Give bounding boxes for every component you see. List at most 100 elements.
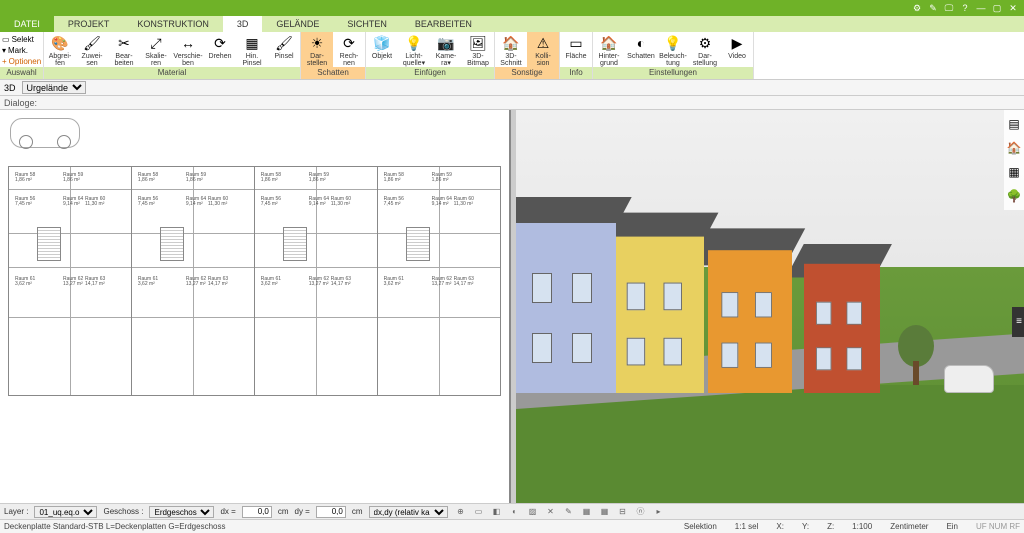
dx-input[interactable]	[242, 506, 272, 518]
status-icon-8[interactable]: ▦	[598, 506, 612, 518]
window-button-3[interactable]: ?	[958, 2, 972, 14]
tool-hin.pinsel[interactable]: ▦Hin. Pinsel	[236, 32, 268, 67]
window-button-4[interactable]: —	[974, 2, 988, 14]
tool-icon: 💡	[405, 34, 423, 52]
tool-drehen[interactable]: ⟳Drehen	[204, 32, 236, 67]
room-label: Raum 59 1,86 m²	[432, 173, 452, 183]
status-icon-5[interactable]: ✕	[544, 506, 558, 518]
room-label: Raum 64 9,14 m²	[432, 197, 452, 207]
room-label: Raum 56 7,45 m²	[138, 197, 158, 207]
status-icon-2[interactable]: ◧	[490, 506, 504, 518]
tool-verschieben[interactable]: ↔Verschie- ben	[172, 32, 204, 67]
house-unit-2	[708, 250, 792, 393]
tool-video[interactable]: ▶Video	[721, 32, 753, 67]
tool-darstellen[interactable]: ☀Dar- stellen	[301, 32, 333, 67]
tool-icon: 🧊	[373, 34, 391, 52]
room-label: Raum 64 9,14 m²	[186, 197, 206, 207]
tool-label: Licht- quelle▾	[403, 53, 425, 67]
view-tool-0[interactable]: ▤	[1006, 116, 1022, 132]
layer-combo[interactable]: 01_uq.eq.o	[34, 506, 97, 518]
floorplan-2d-view[interactable]: Raum 58 1,86 m² Raum 59 1,86 m² Raum 56 7,…	[0, 110, 511, 503]
tool-kollision[interactable]: ⚠Kolli- sion	[527, 32, 559, 67]
tool-icon: ◐	[632, 34, 650, 52]
floor-label: Geschoss :	[103, 507, 143, 516]
tool-3dbitmap[interactable]: 🖼3D- Bitmap	[462, 32, 494, 67]
tool-icon: ⟳	[340, 34, 358, 52]
mode-label: 3D	[4, 83, 16, 93]
tool-icon: ↔	[179, 34, 197, 52]
tool-label: Fläche	[565, 53, 586, 60]
room-label: Raum 63 14,17 m²	[454, 277, 474, 287]
view-side-panel: ▤ 🏠 ▦ 🌳	[1004, 110, 1024, 210]
window-button-2[interactable]: 🖵	[942, 2, 956, 14]
window-button-6[interactable]: ✕	[1006, 2, 1020, 14]
tool-3dschnitt[interactable]: 🏠3D- Schnitt	[495, 32, 527, 67]
window-button-1[interactable]: ✎	[926, 2, 940, 14]
room-label: Raum 64 9,14 m²	[309, 197, 329, 207]
status-icon-1[interactable]: ▭	[472, 506, 486, 518]
status-icon-11[interactable]: ▸	[652, 506, 666, 518]
status-icon-7[interactable]: ▦	[580, 506, 594, 518]
coord-mode[interactable]: dx,dy (relativ ka	[369, 506, 448, 518]
options-tool[interactable]: + Optionen	[2, 56, 42, 67]
menu-datei[interactable]: DATEI	[0, 16, 54, 32]
tool-icon: ▭	[567, 34, 585, 52]
tool-fläche[interactable]: ▭Fläche	[560, 32, 592, 67]
menu-sichten[interactable]: SICHTEN	[333, 16, 401, 32]
tool-label: Beleuch- tung	[659, 53, 687, 67]
tool-label: Rech- nen	[340, 53, 359, 67]
status-icon-6[interactable]: ✎	[562, 506, 576, 518]
tool-label: Hin. Pinsel	[242, 53, 261, 67]
tool-icon: ⤢	[147, 34, 165, 52]
tool-label: Kame- ra▾	[436, 53, 457, 67]
info-bar: Deckenplatte Standard-STB L=Deckenplatte…	[0, 519, 1024, 533]
status-icon-0[interactable]: ⊕	[454, 506, 468, 518]
tool-objekt[interactable]: 🧊Objekt	[366, 32, 398, 67]
menu-gelände[interactable]: GELÄNDE	[262, 16, 333, 32]
window-button-0[interactable]: ⚙	[910, 2, 924, 14]
tool-beleuchtung[interactable]: 💡Beleuch- tung	[657, 32, 689, 67]
tool-hintergrund[interactable]: 🏠Hinter- grund	[593, 32, 625, 67]
dy-input[interactable]	[316, 506, 346, 518]
tool-icon: 📷	[437, 34, 455, 52]
menu-bearbeiten[interactable]: BEARBEITEN	[401, 16, 486, 32]
tool-pinsel[interactable]: 🖌Pinsel	[268, 32, 300, 67]
room-label: Raum 56 7,45 m²	[261, 197, 281, 207]
layer-select[interactable]: Urgelände	[22, 81, 86, 94]
tool-schatten[interactable]: ◐Schatten	[625, 32, 657, 67]
room-label: Raum 62 13,27 m²	[309, 277, 329, 287]
view-tool-2[interactable]: ▦	[1006, 164, 1022, 180]
mark-tool[interactable]: ▾Mark.	[2, 45, 42, 56]
status-icon-4[interactable]: ▨	[526, 506, 540, 518]
panel-handle[interactable]: ≡	[1012, 307, 1024, 337]
tool-rechnen[interactable]: ⟳Rech- nen	[333, 32, 365, 67]
floor-plan: Raum 58 1,86 m² Raum 59 1,86 m² Raum 56 7,…	[8, 166, 501, 396]
room-label: Raum 60 11,30 m²	[331, 197, 351, 207]
select-tool[interactable]: ▭ Selekt	[2, 34, 42, 45]
tool-kamera[interactable]: 📷Kame- ra▾	[430, 32, 462, 67]
menu-konstruktion[interactable]: KONSTRUKTION	[123, 16, 223, 32]
view-tool-3[interactable]: 🌳	[1006, 188, 1022, 204]
group-label: Info	[560, 67, 592, 79]
tool-skalieren[interactable]: ⤢Skalie- ren	[140, 32, 172, 67]
tool-label: Verschie- ben	[173, 53, 202, 67]
tool-label: Schatten	[627, 53, 655, 60]
window-button-5[interactable]: ▢	[990, 2, 1004, 14]
tool-lichtquelle[interactable]: 💡Licht- quelle▾	[398, 32, 430, 67]
tool-bearbeiten[interactable]: ✂Bear- beiten	[108, 32, 140, 67]
menu-3d[interactable]: 3D	[223, 16, 263, 32]
tool-zuweisen[interactable]: 🖌Zuwei- sen	[76, 32, 108, 67]
status-icon-10[interactable]: ⓝ	[634, 506, 648, 518]
tool-abgreifen[interactable]: 🎨Abgrei- fen	[44, 32, 76, 67]
model-3d-view[interactable]: ▤ 🏠 ▦ 🌳 ≡	[516, 110, 1024, 503]
group-label-auswahl: Auswahl	[0, 67, 43, 79]
room-label: Raum 58 1,86 m²	[15, 173, 35, 183]
menu-projekt[interactable]: PROJEKT	[54, 16, 124, 32]
view-tool-1[interactable]: 🏠	[1006, 140, 1022, 156]
status-icon-3[interactable]: ◐	[508, 506, 522, 518]
room-label: Raum 63 14,17 m²	[208, 277, 228, 287]
status-icon-9[interactable]: ⊟	[616, 506, 630, 518]
floor-combo[interactable]: Erdgeschos	[149, 506, 214, 518]
tool-darstellung[interactable]: ⚙Dar- stellung	[689, 32, 721, 67]
room-label: Raum 59 1,86 m²	[186, 173, 206, 183]
